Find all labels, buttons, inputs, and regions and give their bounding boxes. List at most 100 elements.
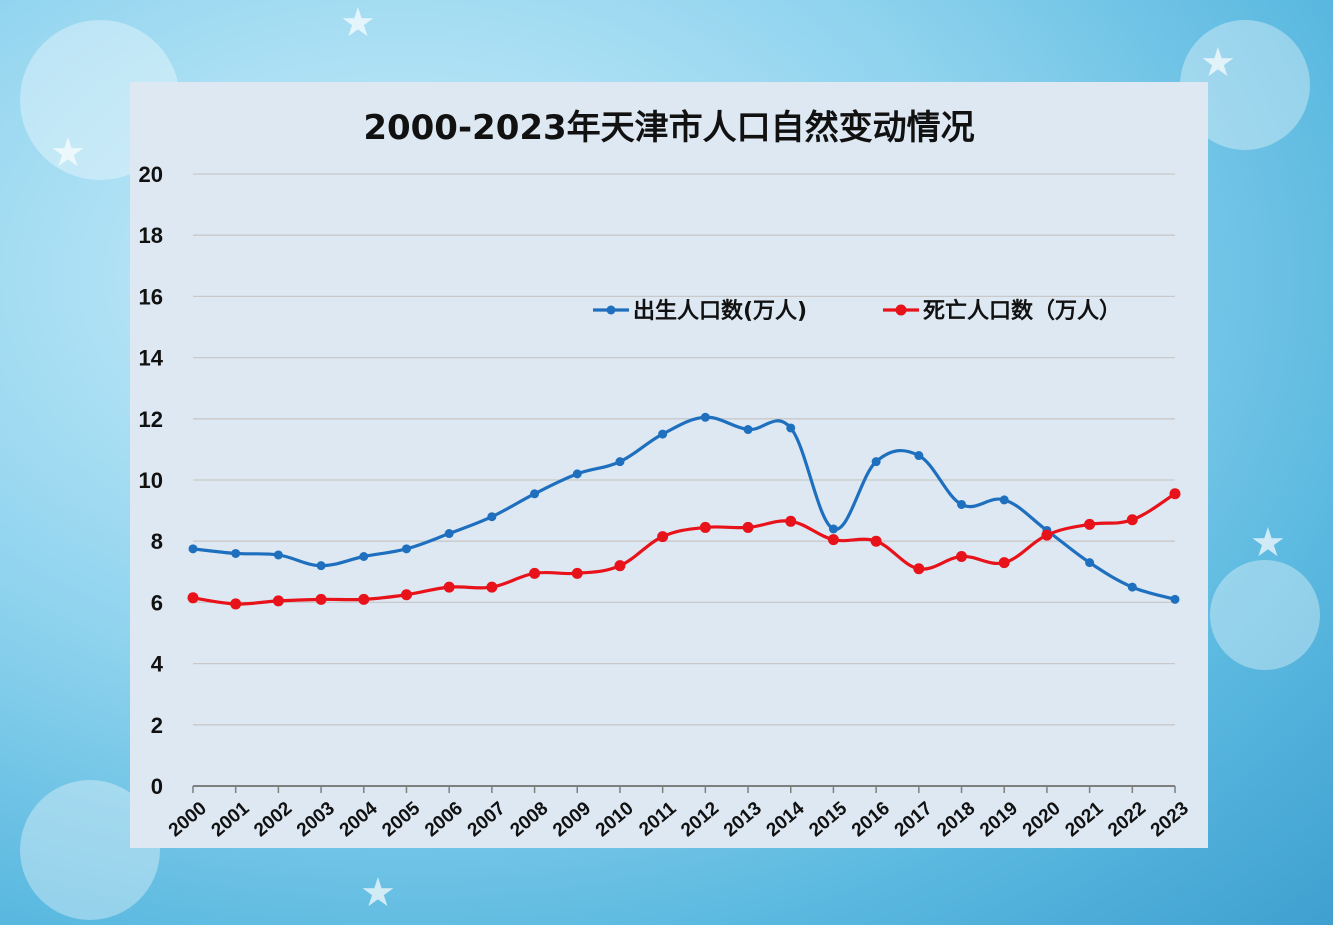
x-tick-label: 2005 xyxy=(378,798,424,842)
x-tick-label: 2008 xyxy=(506,798,552,841)
data-point xyxy=(828,524,838,534)
data-point xyxy=(657,531,669,543)
x-tick-label: 2018 xyxy=(933,798,979,841)
data-point xyxy=(870,535,882,547)
x-tick-label: 2002 xyxy=(250,798,296,841)
y-tick-label: 10 xyxy=(139,468,163,493)
data-point xyxy=(400,589,412,601)
data-point xyxy=(188,544,198,554)
data-point xyxy=(230,598,242,610)
data-point xyxy=(572,469,582,479)
chart-panel: 0 2 4 6 8 10 12 14 16 18 20 2000 2001 2002 2003 2004 20… xyxy=(130,82,1208,848)
y-tick-label: 0 xyxy=(151,774,163,799)
data-point xyxy=(444,529,454,539)
x-tick-label: 2011 xyxy=(635,798,680,841)
x-tick-label: 2010 xyxy=(592,798,638,841)
data-point xyxy=(187,592,199,604)
data-point xyxy=(1085,558,1095,568)
x-tick-label: 2012 xyxy=(677,798,723,841)
x-tick-label: 2020 xyxy=(1019,798,1065,841)
data-point xyxy=(913,563,925,575)
data-point xyxy=(914,451,924,461)
data-point xyxy=(315,593,327,605)
background-bubble xyxy=(1210,560,1320,670)
y-tick-label: 2 xyxy=(151,713,163,738)
data-point xyxy=(1041,529,1053,541)
x-tick-label: 2004 xyxy=(336,798,382,842)
series-group xyxy=(187,412,1181,610)
data-point xyxy=(1170,594,1180,604)
star-icon: ★ xyxy=(1250,520,1286,566)
x-tick-label: 2023 xyxy=(1147,798,1193,841)
data-point xyxy=(486,581,498,593)
y-tick-label: 14 xyxy=(139,346,164,371)
star-icon: ★ xyxy=(1200,40,1236,86)
data-point xyxy=(1127,582,1137,592)
data-point xyxy=(273,550,283,560)
data-point xyxy=(1084,518,1096,530)
data-point xyxy=(742,521,754,533)
gridlines xyxy=(193,173,1175,726)
x-tick-label: 2017 xyxy=(891,798,937,841)
series-line-0 xyxy=(192,415,1176,601)
data-point xyxy=(529,567,541,579)
data-point xyxy=(785,515,797,527)
y-tick-label: 16 xyxy=(139,284,163,309)
data-point xyxy=(358,593,370,605)
data-point xyxy=(272,595,284,607)
data-point xyxy=(443,581,455,593)
data-point xyxy=(359,552,369,561)
data-point xyxy=(786,423,796,433)
data-point xyxy=(699,521,711,533)
data-point xyxy=(957,499,967,509)
x-tick-label: 2015 xyxy=(805,798,851,842)
chart-title: 2000-2023年天津市人口自然变动情况 xyxy=(363,108,975,148)
data-point xyxy=(316,561,326,571)
x-tick-label: 2003 xyxy=(293,798,339,841)
x-tick-label: 2007 xyxy=(464,798,510,841)
x-tick-label: 2016 xyxy=(848,798,894,841)
data-point xyxy=(700,412,710,422)
data-point xyxy=(956,551,968,562)
legend-label: 出生人口数(万人) xyxy=(633,298,807,324)
x-tick-label: 2006 xyxy=(421,798,467,841)
y-tick-label: 4 xyxy=(151,652,164,677)
data-point xyxy=(998,557,1010,569)
x-tick-label: 2000 xyxy=(165,798,211,841)
x-tick-label: 2019 xyxy=(976,798,1022,841)
data-point xyxy=(614,560,626,572)
data-point xyxy=(1169,488,1181,500)
data-point xyxy=(615,457,625,467)
star-icon: ★ xyxy=(340,0,376,46)
data-point xyxy=(827,534,839,546)
legend-label: 死亡人口数（万人） xyxy=(923,298,1121,324)
series-line-1 xyxy=(192,492,1176,606)
star-icon: ★ xyxy=(360,870,396,916)
data-point xyxy=(401,544,411,554)
x-tick-label: 2013 xyxy=(720,798,766,841)
data-point xyxy=(743,425,753,435)
data-point xyxy=(999,495,1009,505)
y-tick-label: 20 xyxy=(139,162,163,187)
x-tick-label: 2021 xyxy=(1061,798,1107,842)
data-point xyxy=(571,567,583,579)
legend-marker xyxy=(606,305,616,315)
x-tick-label: 2009 xyxy=(549,798,595,841)
legend-marker xyxy=(895,304,907,316)
x-axis-ticks: 2000200120022003200420052006200720082009… xyxy=(165,786,1193,841)
x-tick-label: 2001 xyxy=(208,798,254,842)
data-point xyxy=(871,457,881,467)
star-icon: ★ xyxy=(50,130,86,176)
x-tick-label: 2022 xyxy=(1104,798,1150,841)
data-point xyxy=(658,429,668,439)
data-point xyxy=(530,489,540,499)
data-point xyxy=(1126,514,1138,526)
y-tick-label: 18 xyxy=(139,223,163,248)
y-tick-label: 6 xyxy=(151,590,163,615)
y-tick-label: 8 xyxy=(151,529,163,554)
data-point xyxy=(487,512,497,522)
legend: 出生人口数(万人) 死亡人口数（万人） xyxy=(593,298,1121,324)
y-tick-label: 12 xyxy=(139,407,163,432)
x-tick-label: 2014 xyxy=(763,798,809,842)
